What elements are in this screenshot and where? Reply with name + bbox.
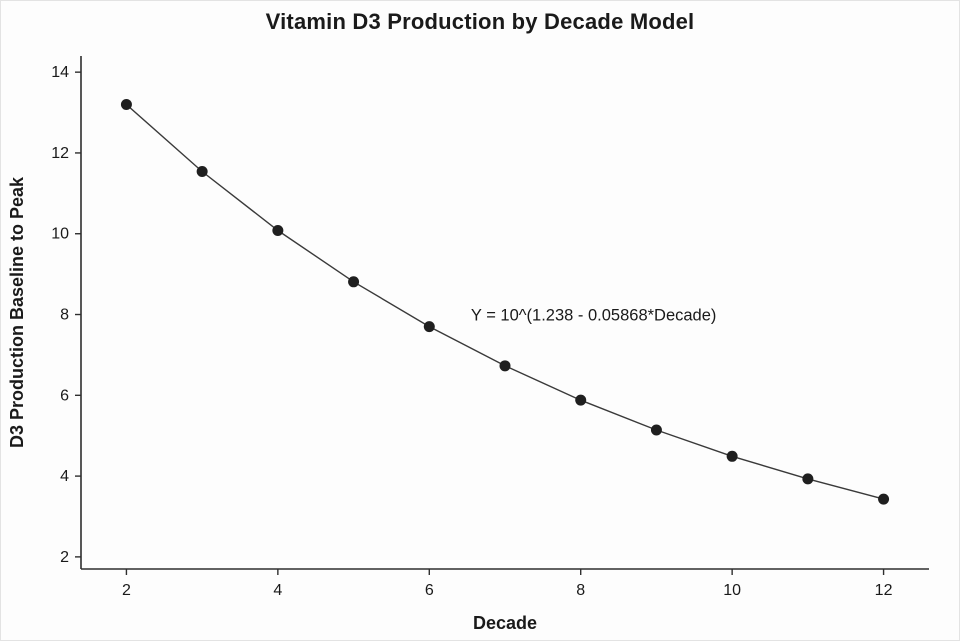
- data-points: [120, 98, 890, 505]
- y-axis-ticks: 2 4 6 8 10 12 14: [51, 64, 81, 566]
- x-axis-ticks: 2 4 6 8 10 12: [122, 569, 893, 599]
- y-axis-label: D3 Production Baseline to Peak: [7, 176, 27, 448]
- equation-annotation: Y = 10^(1.238 - 0.05868*Decade): [471, 307, 717, 325]
- x-tick-label: 12: [875, 582, 893, 599]
- data-point: [499, 360, 511, 372]
- data-point: [348, 276, 360, 288]
- chart-title: Vitamin D3 Production by Decade Model: [265, 9, 695, 34]
- x-tick-label: 2: [122, 582, 131, 599]
- y-tick-label: 10: [51, 226, 69, 243]
- data-point: [120, 98, 132, 110]
- data-point: [878, 493, 890, 505]
- x-tick-label: 8: [576, 582, 585, 599]
- x-tick-label: 4: [273, 582, 282, 599]
- data-point: [726, 450, 738, 462]
- y-tick-label: 4: [60, 468, 69, 485]
- data-point: [196, 166, 208, 178]
- data-point: [802, 473, 814, 485]
- data-point: [575, 394, 587, 406]
- x-tick-label: 10: [723, 582, 741, 599]
- y-tick-label: 14: [51, 64, 69, 81]
- y-tick-label: 6: [60, 387, 69, 404]
- y-tick-label: 2: [60, 549, 69, 566]
- y-tick-label: 8: [60, 307, 69, 324]
- trend-line: [125, 103, 884, 500]
- data-point: [650, 424, 662, 436]
- data-point: [272, 225, 284, 237]
- data-point: [423, 321, 435, 333]
- y-tick-label: 12: [51, 145, 69, 162]
- x-axis-label: Decade: [473, 613, 537, 633]
- x-tick-label: 6: [425, 582, 434, 599]
